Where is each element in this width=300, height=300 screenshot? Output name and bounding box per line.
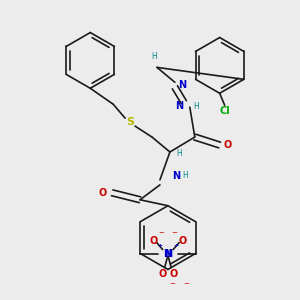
Text: O: O xyxy=(99,188,107,198)
Text: O: O xyxy=(169,269,177,279)
Text: −: − xyxy=(183,281,189,287)
Text: H: H xyxy=(151,52,157,62)
Text: O: O xyxy=(178,236,186,246)
Text: Cl: Cl xyxy=(219,106,230,116)
Text: N: N xyxy=(172,171,180,181)
Text: N: N xyxy=(175,101,183,111)
Text: +: + xyxy=(173,243,178,248)
Text: +: + xyxy=(158,243,163,248)
Text: N: N xyxy=(178,80,186,90)
Text: N: N xyxy=(164,248,172,259)
Text: H: H xyxy=(182,171,188,180)
Text: H: H xyxy=(193,102,199,111)
Text: H: H xyxy=(176,149,182,158)
Text: O: O xyxy=(158,269,167,279)
Text: S: S xyxy=(126,117,134,127)
Text: N: N xyxy=(164,248,172,259)
Text: −: − xyxy=(171,230,177,236)
Text: −: − xyxy=(170,281,176,287)
Text: O: O xyxy=(224,140,232,150)
Text: O: O xyxy=(150,236,158,246)
Text: −: − xyxy=(159,230,165,236)
